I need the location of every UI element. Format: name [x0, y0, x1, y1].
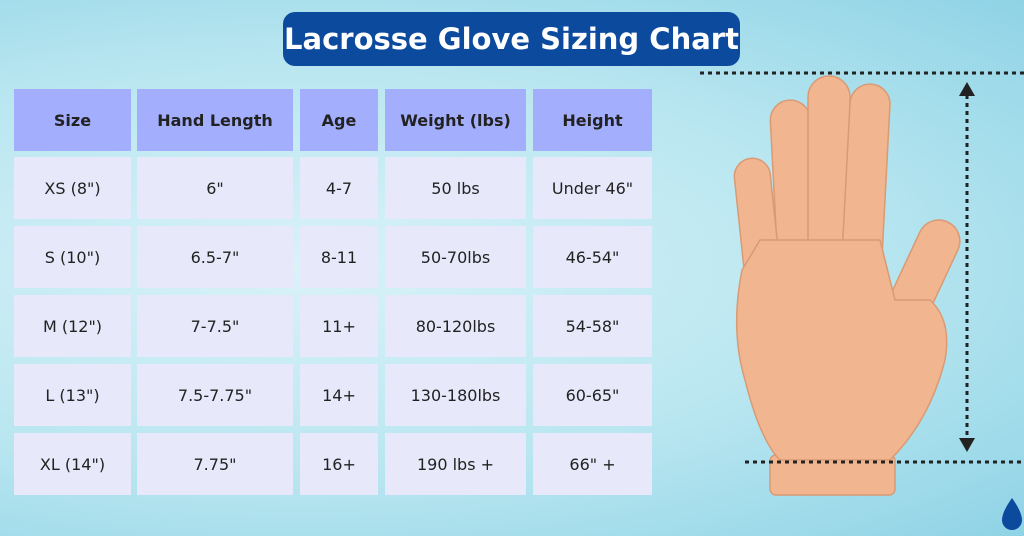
table-cell: 130-180lbs: [385, 364, 526, 426]
table-cell: XL (14"): [14, 433, 131, 495]
table-cell: 66" +: [533, 433, 652, 495]
table-cell: 7.75": [137, 433, 293, 495]
table-cell: L (13"): [14, 364, 131, 426]
table-cell: 7.5-7.75": [137, 364, 293, 426]
table-cell: 14+: [300, 364, 378, 426]
table-cell: 8-11: [300, 226, 378, 288]
table-cell: 7-7.5": [137, 295, 293, 357]
table-cell: XS (8"): [14, 157, 131, 219]
table-cell: 4-7: [300, 157, 378, 219]
column-header: Age: [300, 89, 378, 151]
column-header: Height: [533, 89, 652, 151]
table-cell: 11+: [300, 295, 378, 357]
sizing-table: Size Hand Length Age Weight (lbs) Height XS (…: [14, 89, 652, 495]
table-cell: 54-58": [533, 295, 652, 357]
table-cell: 80-120lbs: [385, 295, 526, 357]
table-cell: 16+: [300, 433, 378, 495]
table-cell: Under 46": [533, 157, 652, 219]
table-cell: 6.5-7": [137, 226, 293, 288]
column-header: Hand Length: [137, 89, 293, 151]
column-header: Weight (lbs): [385, 89, 526, 151]
title: Lacrosse Glove Sizing Chart: [283, 12, 740, 66]
table-cell: S (10"): [14, 226, 131, 288]
table-cell: 190 lbs +: [385, 433, 526, 495]
table-cell: 50 lbs: [385, 157, 526, 219]
column-header: Size: [14, 89, 131, 151]
table-cell: 46-54": [533, 226, 652, 288]
table-cell: 60-65": [533, 364, 652, 426]
table-cell: 6": [137, 157, 293, 219]
table-cell: M (12"): [14, 295, 131, 357]
table-cell: 50-70lbs: [385, 226, 526, 288]
